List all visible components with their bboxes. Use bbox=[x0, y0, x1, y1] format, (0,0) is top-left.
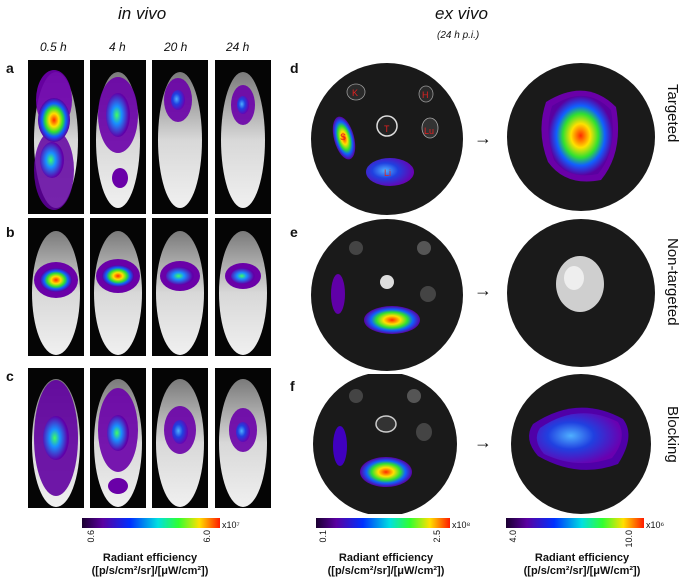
arrow-e: → bbox=[474, 280, 492, 300]
ex-vivo-header: ex vivo bbox=[435, 4, 488, 23]
panel-label-f: f bbox=[290, 378, 295, 394]
ex-vivo-tumor-dish-d bbox=[507, 63, 655, 211]
colorbar-2-max: 2.5 bbox=[432, 530, 442, 543]
ex-vivo-subheader: (24 h p.i.) bbox=[437, 30, 480, 41]
arrow-d: → bbox=[474, 128, 492, 148]
panel-label-a: a bbox=[6, 60, 14, 76]
organ-label-s: S bbox=[340, 132, 347, 142]
colorbar-2-min: 0.1 bbox=[318, 530, 328, 543]
mouse-image-a-4h bbox=[90, 60, 146, 214]
colorbar-1-min: 0.6 bbox=[86, 530, 96, 543]
condition-label-blocking: Blocking bbox=[664, 406, 681, 463]
mouse-image-b-0-5h bbox=[28, 218, 84, 356]
timepoint-4h: 4 h bbox=[109, 40, 126, 54]
organ-label-h: H bbox=[422, 90, 429, 100]
organ-label-lu: Lu bbox=[424, 126, 435, 136]
colorbar-3-exponent: x10⁶ bbox=[646, 520, 665, 530]
colorbar-2 bbox=[316, 518, 450, 528]
organ-label-k: K bbox=[352, 88, 359, 98]
colorbar-1 bbox=[82, 518, 220, 528]
arrow-f: → bbox=[474, 432, 492, 452]
colorbar-3-max: 10.0 bbox=[624, 530, 634, 548]
ex-vivo-organs-dish-e bbox=[311, 219, 463, 371]
panel-label-b: b bbox=[6, 224, 15, 240]
colorbar-2-label: Radiant efficiency ([p/s/cm²/sr]/[μW/cm²… bbox=[327, 552, 445, 577]
mouse-image-b-20h bbox=[152, 218, 208, 356]
colorbar-1-max: 6.0 bbox=[202, 530, 212, 543]
colorbar-2-exponent: x10⁸ bbox=[452, 520, 471, 530]
colorbar-1-exponent: x10⁷ bbox=[222, 520, 240, 530]
colorbar-3-label: Radiant efficiency ([p/s/cm²/sr]/[μW/cm²… bbox=[523, 552, 641, 577]
colorbar-3-min: 4.0 bbox=[508, 530, 518, 543]
condition-label-targeted: Targeted bbox=[664, 84, 681, 143]
timepoint-0-5h: 0.5 h bbox=[40, 40, 67, 54]
panel-label-d: d bbox=[290, 60, 299, 76]
organ-label-t: T bbox=[384, 124, 390, 134]
timepoint-20h: 20 h bbox=[164, 40, 188, 54]
ex-vivo-organs-dish-d bbox=[311, 63, 463, 215]
ex-vivo-tumor-dish-f bbox=[511, 374, 651, 514]
panel-label-e: e bbox=[290, 224, 298, 240]
in-vivo-header: in vivo bbox=[118, 4, 167, 23]
mouse-image-c-0-5h bbox=[28, 368, 84, 508]
mouse-image-a-24h bbox=[215, 60, 271, 214]
condition-label-non-targeted: Non-targeted bbox=[664, 238, 681, 326]
ex-vivo-tumor-dish-e bbox=[507, 219, 655, 367]
colorbar-1-label: Radiant efficiency ([p/s/cm²/sr]/[μW/cm²… bbox=[91, 552, 209, 577]
colorbar-3 bbox=[506, 518, 644, 528]
mouse-image-b-24h bbox=[215, 218, 271, 356]
mouse-image-b-4h bbox=[90, 218, 146, 356]
mouse-image-c-24h bbox=[215, 368, 271, 508]
panel-label-c: c bbox=[6, 368, 14, 384]
organ-label-li: Li bbox=[384, 168, 392, 178]
ex-vivo-organs-dish-f bbox=[313, 374, 457, 514]
timepoint-24h: 24 h bbox=[226, 40, 250, 54]
mouse-image-a-0-5h bbox=[28, 60, 84, 214]
mouse-image-a-20h bbox=[152, 60, 208, 214]
mouse-image-c-4h bbox=[90, 368, 146, 508]
mouse-image-c-20h bbox=[152, 368, 208, 508]
